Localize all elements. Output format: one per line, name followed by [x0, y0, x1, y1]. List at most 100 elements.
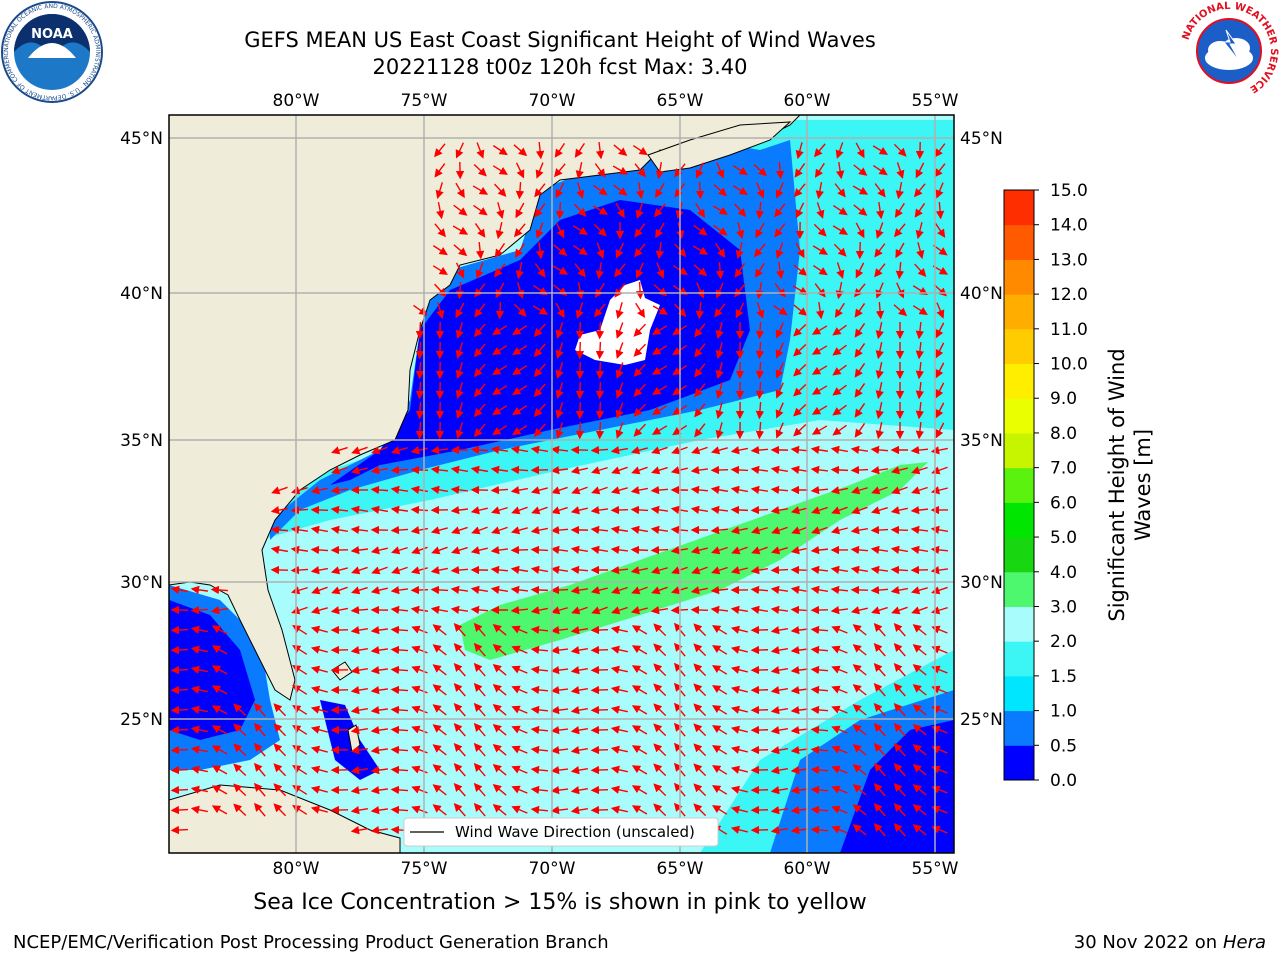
wave-direction-arrow: [514, 242, 526, 258]
wave-direction-arrow: [455, 142, 465, 159]
wave-direction-arrow: [390, 765, 409, 775]
wave-direction-arrow: [690, 465, 709, 475]
wave-direction-arrow: [893, 682, 906, 697]
wave-direction-arrow: [473, 642, 486, 657]
colorbar-segment: [1004, 745, 1034, 781]
wave-direction-arrow: [590, 665, 609, 675]
wave-direction-arrow: [891, 606, 908, 615]
wave-direction-arrow: [855, 142, 865, 159]
wave-direction-arrow: [873, 662, 886, 677]
wave-direction-arrow: [253, 702, 266, 717]
wave-direction-arrow: [711, 725, 728, 735]
wave-direction-arrow: [533, 363, 546, 378]
wave-direction-arrow: [934, 143, 946, 158]
wave-direction-arrow: [350, 706, 369, 715]
wave-direction-arrow: [390, 785, 409, 795]
wave-direction-arrow: [630, 505, 649, 515]
wave-direction-arrow: [793, 323, 807, 337]
wave-direction-arrow: [515, 162, 525, 179]
wave-direction-arrow: [630, 606, 648, 615]
wave-direction-arrow: [912, 624, 927, 636]
wave-direction-arrow: [870, 585, 889, 595]
wave-direction-arrow: [590, 505, 609, 515]
wave-direction-arrow: [855, 222, 865, 239]
wave-direction-arrow: [595, 141, 605, 160]
wave-direction-arrow: [492, 664, 507, 676]
colorbar-segment: [1004, 190, 1034, 226]
wave-direction-arrow: [770, 565, 789, 575]
wave-direction-arrow: [511, 506, 528, 515]
wave-direction-arrow: [832, 324, 847, 336]
wave-direction-arrow: [473, 702, 486, 717]
wave-direction-arrow: [551, 506, 568, 515]
wave-direction-arrow: [350, 605, 369, 615]
wave-direction-arrow: [852, 804, 867, 816]
wave-direction-arrow: [635, 302, 646, 318]
wave-direction-arrow: [890, 565, 909, 575]
wave-direction-arrow: [190, 785, 208, 794]
wave-direction-arrow: [270, 506, 289, 515]
wave-direction-arrow: [310, 625, 328, 634]
wave-direction-arrow: [832, 225, 849, 235]
wave-direction-arrow: [571, 606, 588, 615]
wave-direction-arrow: [790, 725, 809, 735]
wave-direction-arrow: [910, 505, 929, 515]
wave-direction-arrow: [570, 506, 588, 515]
wave-direction-arrow: [310, 745, 328, 754]
wave-direction-arrow: [370, 785, 389, 795]
wave-direction-arrow: [570, 766, 589, 775]
wave-direction-arrow: [590, 805, 609, 815]
wave-direction-arrow: [453, 682, 466, 697]
wave-direction-arrow: [814, 283, 826, 298]
wave-direction-arrow: [430, 485, 449, 494]
wave-direction-arrow: [793, 343, 807, 357]
wave-direction-arrow: [530, 745, 549, 755]
wave-direction-arrow: [492, 385, 508, 396]
wave-direction-arrow: [875, 382, 884, 400]
wave-direction-arrow: [870, 565, 889, 575]
wave-direction-arrow: [570, 666, 589, 675]
wave-direction-arrow: [790, 805, 809, 815]
wave-direction-arrow: [590, 545, 609, 554]
wave-direction-arrow: [474, 283, 486, 298]
wave-direction-arrow: [512, 385, 528, 396]
wave-direction-arrow: [410, 566, 428, 575]
wave-direction-arrow: [750, 485, 769, 495]
colorbar-segment: [1004, 328, 1034, 365]
wave-direction-arrow: [734, 203, 747, 218]
wave-direction-arrow: [815, 182, 824, 200]
wave-direction-arrow: [453, 762, 466, 777]
wave-direction-arrow: [772, 304, 788, 316]
wave-direction-arrow: [935, 342, 945, 359]
wave-direction-arrow: [291, 486, 308, 495]
wave-direction-arrow: [593, 223, 607, 237]
wave-direction-arrow: [410, 485, 429, 494]
wave-direction-arrow: [512, 425, 528, 436]
wave-direction-arrow: [755, 282, 764, 300]
wave-direction-arrow: [555, 302, 565, 319]
wave-direction-arrow: [791, 526, 808, 535]
wave-direction-arrow: [492, 744, 507, 756]
wave-direction-arrow: [290, 525, 309, 535]
wave-direction-arrow: [610, 505, 629, 515]
wave-direction-arrow: [170, 765, 189, 775]
colorbar-segment: [1004, 606, 1034, 642]
wave-direction-arrow: [492, 644, 507, 656]
wave-direction-arrow: [291, 606, 308, 615]
wave-direction-arrow: [713, 224, 728, 236]
wave-direction-arrow: [535, 162, 544, 179]
wave-direction-arrow: [411, 805, 428, 814]
colorbar-segment: [1004, 432, 1034, 469]
wave-direction-arrow: [555, 201, 565, 220]
wave-direction-arrow: [511, 645, 528, 654]
wave-direction-arrow: [770, 746, 789, 755]
wave-direction-arrow: [770, 726, 789, 735]
wave-direction-arrow: [491, 506, 508, 515]
wave-direction-arrow: [890, 466, 908, 475]
wave-direction-arrow: [370, 825, 389, 835]
wave-direction-arrow: [310, 645, 328, 654]
wave-direction-arrow: [453, 642, 466, 657]
wave-direction-arrow: [350, 806, 369, 815]
wave-direction-arrow: [390, 625, 409, 635]
wave-direction-arrow: [756, 182, 765, 199]
